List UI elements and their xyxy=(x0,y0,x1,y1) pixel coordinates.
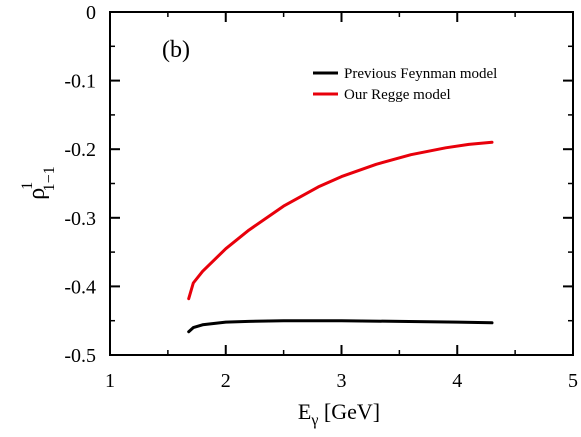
ticks: 1 2 3 4 5 0 -0.1 -0.2 -0.3 -0.4 -0.5 xyxy=(64,2,578,392)
panel-label: (b) xyxy=(162,37,190,63)
x-tick-label: 1 xyxy=(105,370,115,392)
y-tick-label: -0.1 xyxy=(64,71,96,93)
series-line-regge xyxy=(187,140,494,301)
x-tick-label: 5 xyxy=(568,370,578,392)
legend: Previous Feynman model Our Regge model xyxy=(313,66,497,103)
plot-frame xyxy=(109,11,574,356)
x-axis-title: Eγ [GeV] xyxy=(298,399,380,429)
y-axis-title: ρ1 1−1 xyxy=(19,166,58,199)
y-tick-label: -0.4 xyxy=(64,276,96,298)
x-tick-label: 4 xyxy=(452,370,462,392)
y-tick-label: -0.3 xyxy=(64,208,96,230)
x-tick-label: 3 xyxy=(337,370,347,392)
y-tick-label: 0 xyxy=(86,2,96,24)
legend-label-regge: Our Regge model xyxy=(344,87,451,103)
x-tick-label: 2 xyxy=(221,370,231,392)
series-line-feynman xyxy=(187,319,494,334)
legend-label-feynman: Previous Feynman model xyxy=(344,66,497,82)
series-lines xyxy=(187,140,494,334)
y-tick-label: -0.2 xyxy=(64,139,96,161)
y-tick-label: -0.5 xyxy=(64,345,96,367)
